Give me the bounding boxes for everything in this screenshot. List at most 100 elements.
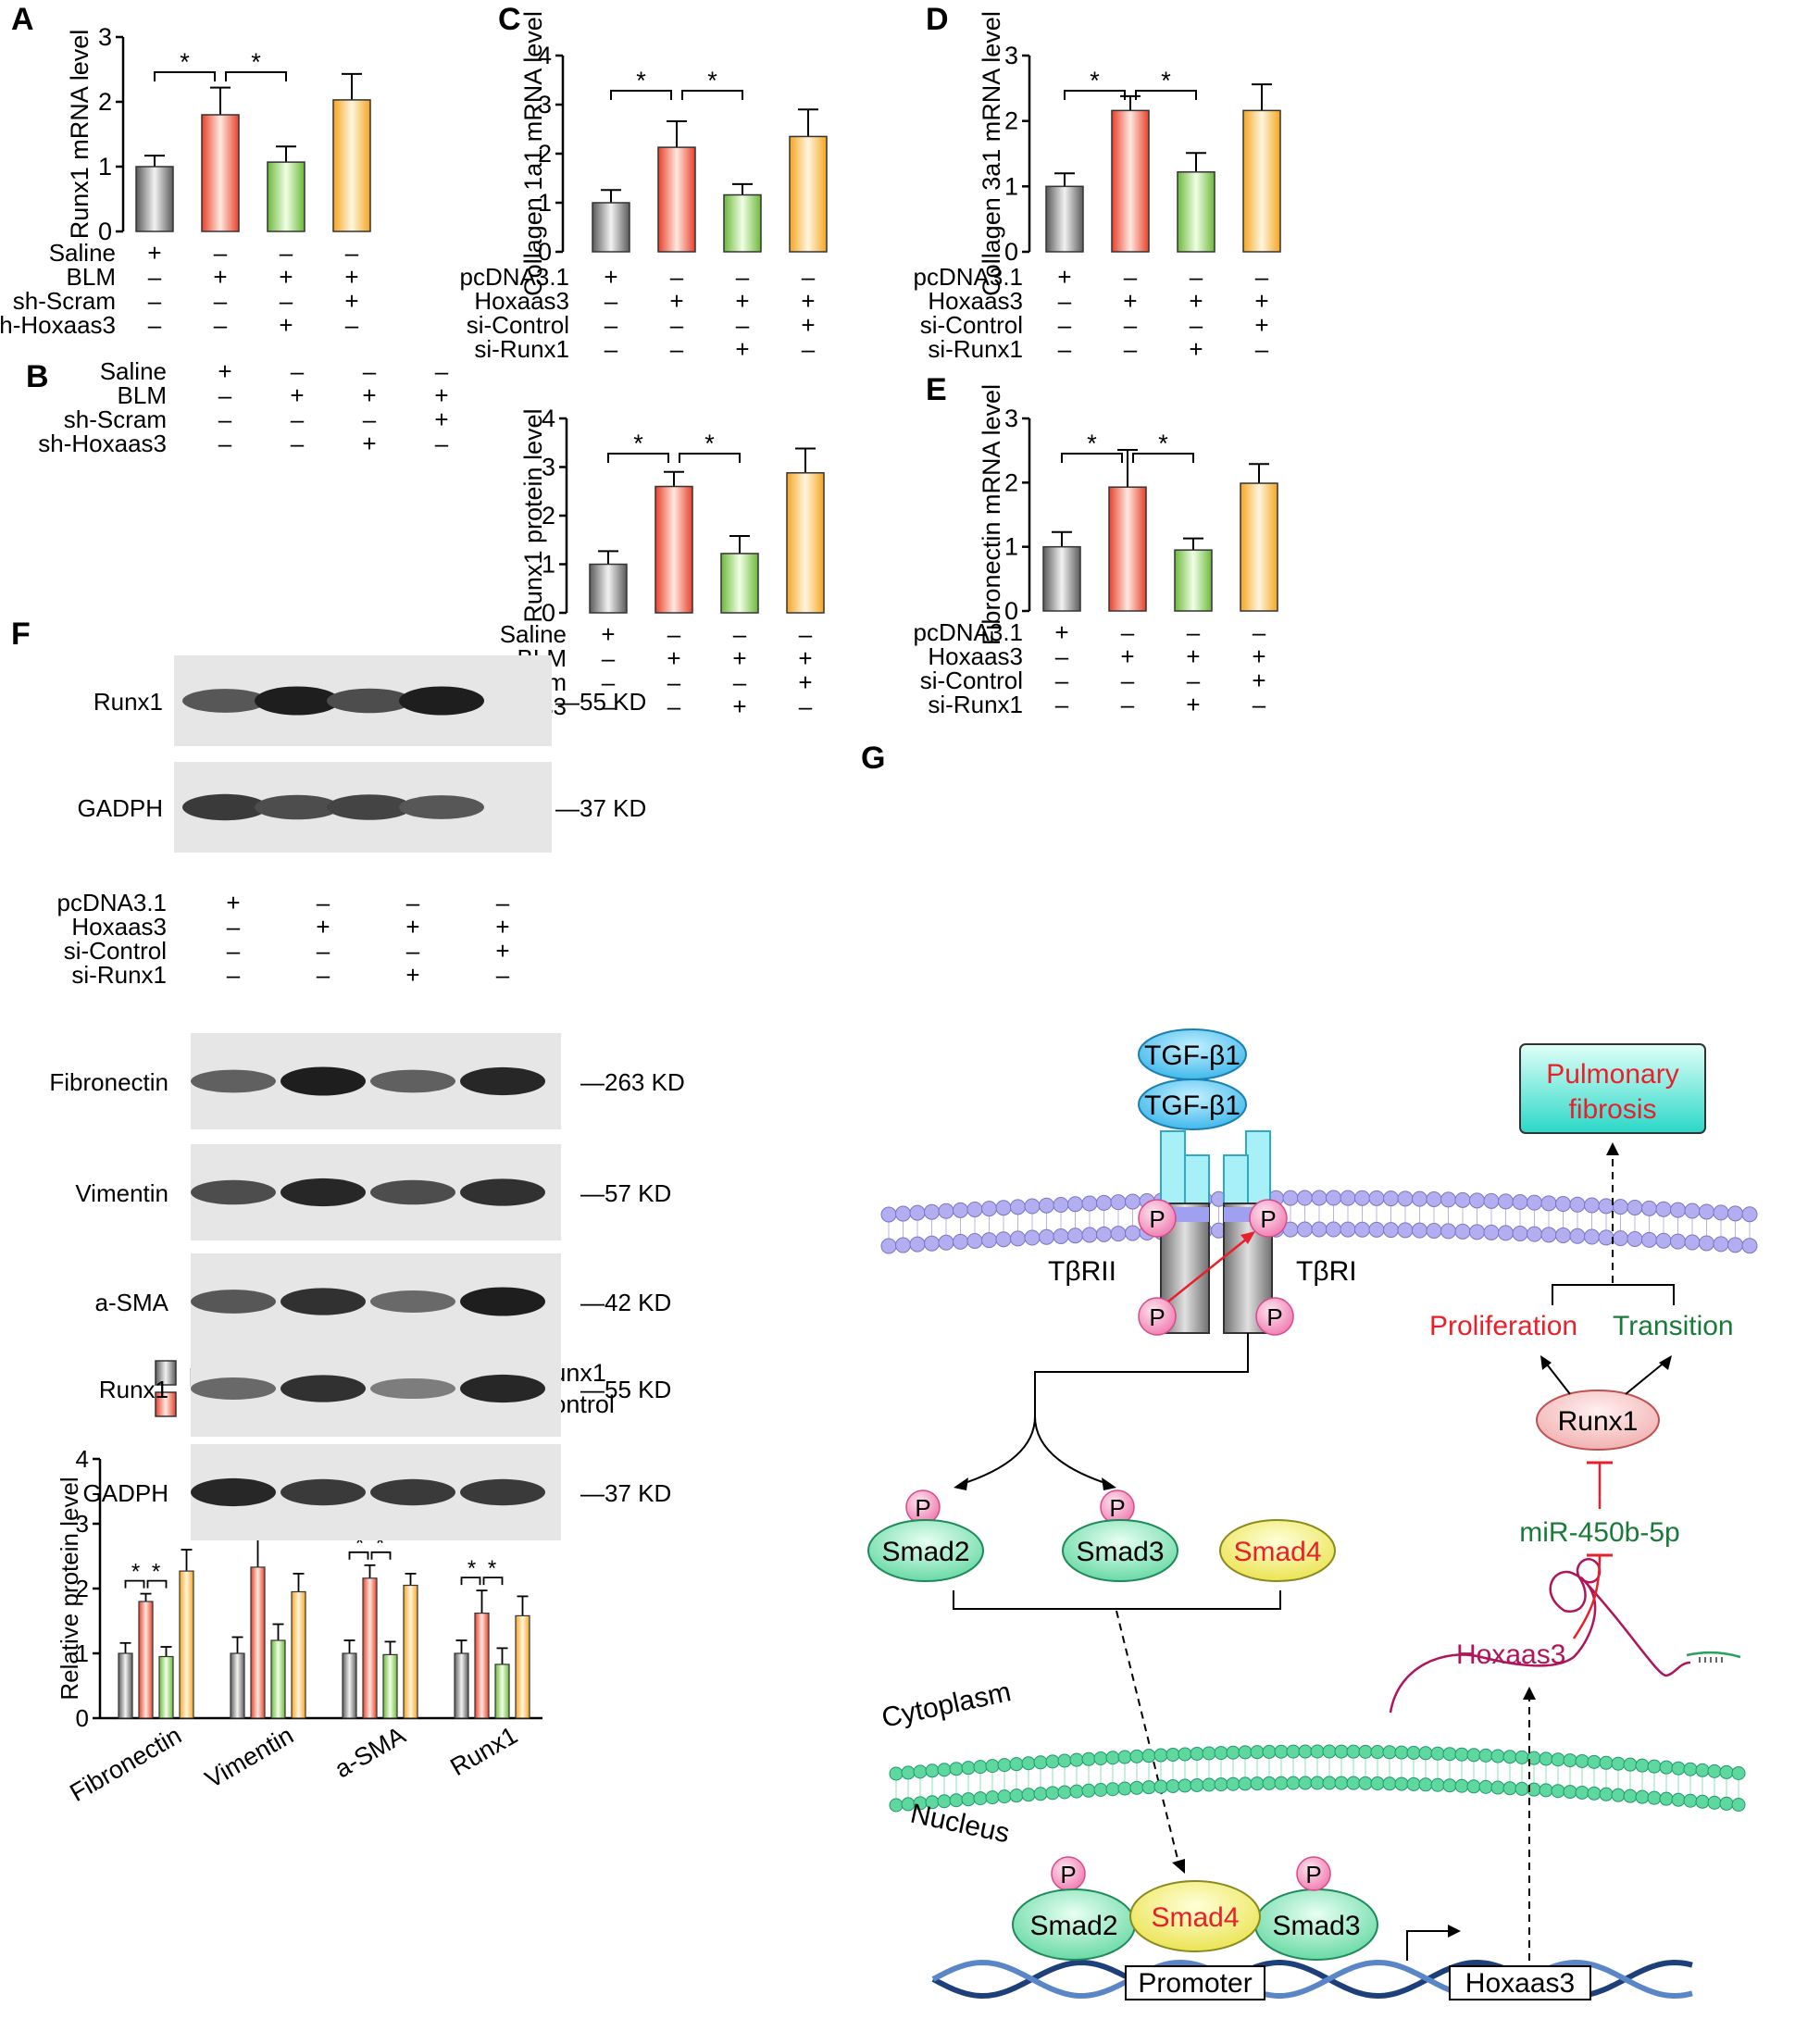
lipid-head xyxy=(1125,1193,1141,1210)
condition-mark: + xyxy=(1123,287,1137,315)
significance-bracket xyxy=(146,1579,168,1589)
significance-bracket xyxy=(681,90,743,100)
lipid-head xyxy=(1707,1795,1722,1810)
condition-label: pcDNA3.1 xyxy=(57,889,168,916)
condition-label: pcDNA3.1 xyxy=(914,618,1024,646)
significance-star: * xyxy=(180,48,190,76)
lipid-head xyxy=(1551,1752,1565,1767)
lipid-head xyxy=(1599,1755,1614,1770)
condition-mark: – xyxy=(218,405,232,433)
lipid-head xyxy=(909,1204,926,1221)
condition-label: BLM xyxy=(67,263,116,291)
condition-label: BLM xyxy=(118,381,167,409)
condition-mark: – xyxy=(317,889,330,916)
condition-label: pcDNA3.1 xyxy=(460,263,570,291)
lipid-head xyxy=(1045,1754,1060,1769)
lipid-head xyxy=(1741,1206,1758,1223)
mirna-binding-ticks xyxy=(1699,1657,1723,1663)
lipid-head xyxy=(1067,1196,1083,1213)
lipid-head xyxy=(1598,1198,1614,1215)
protein-band xyxy=(191,1477,276,1507)
bar xyxy=(515,1614,530,1719)
lipid-head xyxy=(1286,1744,1301,1759)
protein-band xyxy=(255,686,340,716)
bar xyxy=(158,1655,174,1719)
significance-bracket xyxy=(610,90,672,100)
condition-mark: – xyxy=(605,335,618,363)
band-label: a-SMA xyxy=(95,1289,169,1316)
lipid-head xyxy=(1454,1223,1471,1240)
arrowhead xyxy=(954,1477,968,1490)
lipid-head xyxy=(1382,1745,1397,1760)
condition-mark: – xyxy=(406,889,420,916)
lipid-head xyxy=(1569,1228,1586,1244)
lipid-head xyxy=(1202,1777,1216,1792)
tbri-label: TβRI xyxy=(1296,1256,1357,1287)
band-size-label: —57 KD xyxy=(580,1179,671,1207)
condition-mark: – xyxy=(1255,335,1269,363)
bar xyxy=(1177,171,1215,253)
bar xyxy=(362,1577,378,1719)
condition-mark: – xyxy=(667,668,681,696)
lipid-head xyxy=(1190,1746,1204,1761)
condition-mark: + xyxy=(495,913,509,941)
lipid-head xyxy=(938,1203,954,1219)
lipid-head xyxy=(1406,1776,1421,1791)
lipid-head xyxy=(1469,1192,1485,1209)
lipid-head xyxy=(1659,1760,1674,1775)
lipid-head xyxy=(1093,1783,1108,1798)
significance-bracket xyxy=(1135,90,1197,100)
lipid-head xyxy=(1214,1746,1228,1761)
lipid-head xyxy=(1555,1228,1571,1244)
condition-mark: + xyxy=(362,430,376,457)
condition-mark: – xyxy=(799,692,813,720)
protein-band xyxy=(460,1374,545,1403)
condition-mark: – xyxy=(670,311,684,339)
protein-band xyxy=(460,1178,545,1206)
condition-mark: – xyxy=(1055,642,1069,670)
lipid-head xyxy=(1250,1776,1265,1791)
lipid-head xyxy=(1627,1230,1643,1247)
y-axis-label: Collagen 3a1 mRNA level xyxy=(978,11,1005,296)
x-tick-label: Vimentin xyxy=(200,1721,298,1793)
lipid-head xyxy=(1478,1748,1493,1763)
lipid-head xyxy=(1370,1776,1385,1791)
pathway-diagram: TGF-β1 TGF-β1 P P P P TβRII TβRI P Smad2… xyxy=(867,1028,1758,2000)
lipid-head xyxy=(938,1234,954,1251)
promoter-label: Promoter xyxy=(1138,1968,1252,1999)
condition-mark: – xyxy=(317,961,330,989)
lipid-head xyxy=(1096,1226,1112,1242)
lipid-head xyxy=(1627,1199,1643,1215)
lipid-head xyxy=(1599,1787,1614,1801)
condition-mark: – xyxy=(280,287,293,315)
lipid-head xyxy=(1190,1777,1204,1792)
western-blot-panel-b: Saline + – – –BLM – + + +sh-Scram – – – +sh-Hoxaas3–… xyxy=(38,357,646,853)
condition-mark: – xyxy=(667,692,681,720)
lipid-head xyxy=(1466,1779,1481,1794)
condition-mark: + xyxy=(495,937,509,965)
gene-label: Hoxaas3 xyxy=(1465,1968,1575,1999)
y-tick-label: 4 xyxy=(76,1445,89,1473)
lipid-head xyxy=(1370,1745,1385,1760)
condition-label: sh-Hoxaas3 xyxy=(38,430,167,457)
gene-box xyxy=(1449,1965,1591,2000)
lipid-head xyxy=(1623,1757,1638,1772)
condition-mark: – xyxy=(602,668,616,696)
y-tick-label: 0 xyxy=(76,1704,89,1732)
arrowhead xyxy=(1540,1355,1552,1370)
lipid-head xyxy=(1110,1226,1127,1242)
y-axis-label: Relative protein level xyxy=(56,1477,83,1700)
lipid-head xyxy=(1226,1776,1240,1791)
lipid-head xyxy=(985,1759,1000,1774)
condition-label: sh-Scram xyxy=(64,405,167,433)
protein-band xyxy=(399,795,484,819)
lipid-head xyxy=(1067,1228,1083,1244)
lipid-head xyxy=(1250,1745,1265,1760)
condition-label: sh-Scram xyxy=(13,287,116,315)
lipid-head xyxy=(1587,1786,1602,1801)
lipid-head xyxy=(1358,1744,1373,1759)
protein-band xyxy=(370,1179,455,1205)
condition-mark: + xyxy=(279,263,293,291)
lipid-head xyxy=(1081,1783,1096,1798)
tgf-beta1-label-top: TGF-β1 xyxy=(1144,1041,1240,1071)
